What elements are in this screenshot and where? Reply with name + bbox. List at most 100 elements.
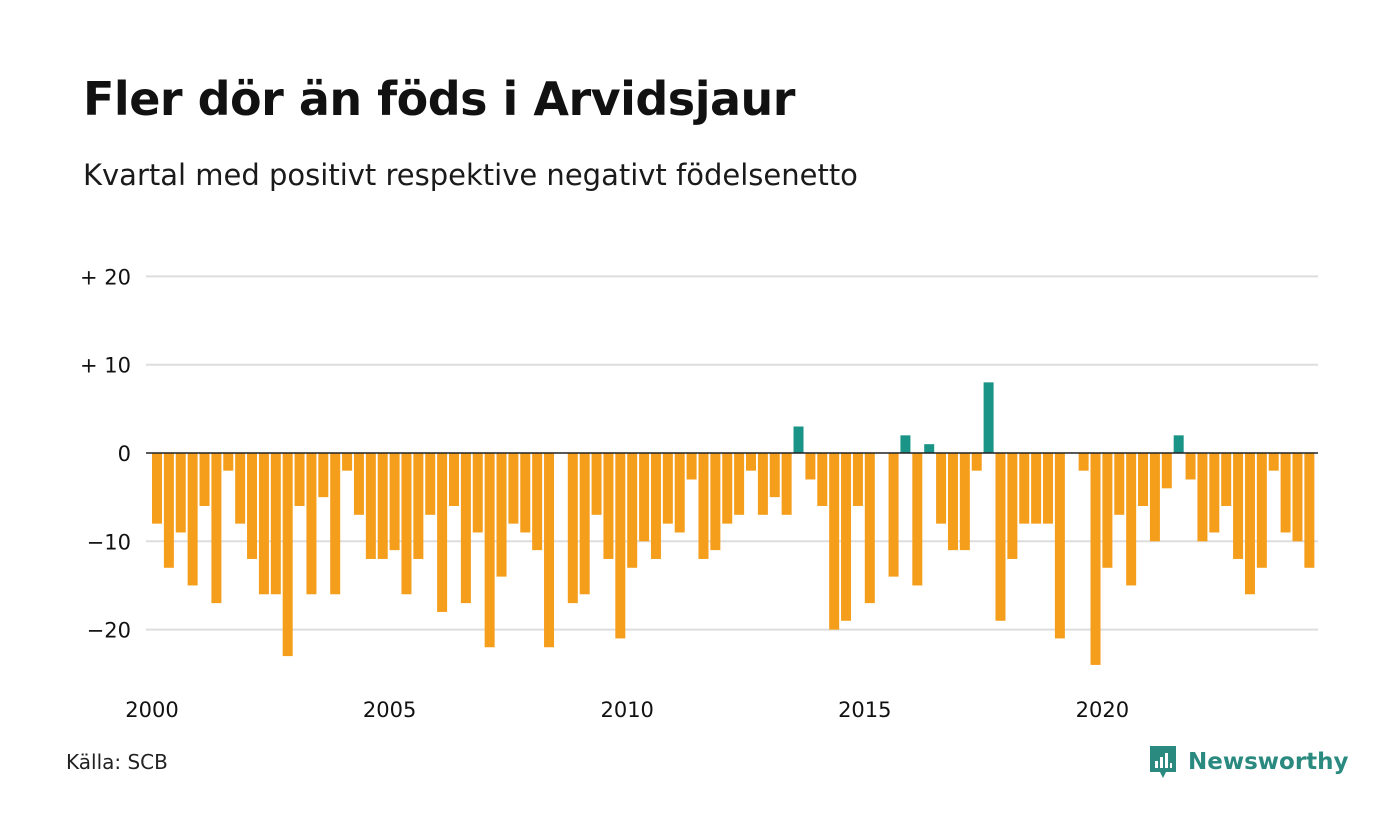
bar-2019-q3 — [1078, 453, 1089, 471]
bar-2005-q2 — [401, 453, 412, 595]
bar-2002-q4 — [282, 453, 293, 657]
axis-layer: + 20 + 10 0 −10 −20 2000 2005 2010 2015 2020 — [80, 265, 1318, 722]
bar-2009-q3 — [603, 453, 614, 559]
x-tick-label: 2020 — [1076, 698, 1129, 722]
x-tick-label: 2015 — [838, 698, 891, 722]
bar-2013-q4 — [805, 453, 816, 480]
bar-2010-q2 — [639, 453, 650, 542]
bar-2007-q3 — [508, 453, 519, 524]
bar-2014-q1 — [817, 453, 828, 506]
bar-2015-q1 — [864, 453, 875, 604]
bar-2002-q2 — [258, 453, 269, 595]
x-tick-label: 2005 — [363, 698, 416, 722]
bar-2006-q2 — [449, 453, 459, 506]
bar-2005-q4 — [425, 453, 436, 515]
bar-2012-q3 — [746, 453, 756, 471]
bar-2012-q4 — [757, 453, 768, 515]
bar-2014-q4 — [852, 453, 863, 506]
y-tick-label: + 10 — [80, 354, 131, 378]
x-tick-label: 2010 — [600, 698, 653, 722]
bar-2016-q1 — [912, 453, 923, 586]
bar-2006-q1 — [437, 453, 448, 612]
y-tick-label: −20 — [87, 619, 131, 643]
y-tick-label: 0 — [118, 442, 131, 466]
bar-2015-q3 — [888, 453, 899, 577]
bar-2010-q1 — [627, 453, 638, 568]
bar-2011-q2 — [686, 453, 697, 480]
bar-2019-q1 — [1054, 453, 1065, 639]
bar-2003-q1 — [294, 453, 305, 506]
bar-2007-q4 — [520, 453, 531, 533]
bar-2018-q3 — [1031, 453, 1042, 524]
bar-2016-q3 — [936, 453, 947, 524]
bar-2002-q1 — [247, 453, 258, 559]
bar-2024-q1 — [1292, 453, 1303, 542]
bar-2017-q4 — [995, 453, 1006, 621]
bar-2008-q1 — [532, 453, 543, 551]
bar-2017-q2 — [971, 453, 982, 471]
grid-layer — [146, 275, 1318, 631]
bar-2000-q1 — [152, 453, 162, 524]
source-note: Källa: SCB — [66, 750, 168, 774]
y-tick-label: + 20 — [80, 265, 131, 289]
bar-2012-q2 — [734, 453, 745, 515]
bar-2008-q4 — [567, 453, 578, 604]
bar-2000-q4 — [187, 453, 198, 586]
bar-2015-q4 — [900, 435, 911, 453]
bar-2020-q4 — [1138, 453, 1149, 506]
bar-2006-q4 — [472, 453, 483, 533]
bar-2004-q3 — [365, 453, 376, 559]
bar-2018-q1 — [1007, 453, 1018, 559]
bar-2013-q3 — [793, 426, 804, 453]
bar-2001-q3 — [223, 453, 234, 471]
bar-2011-q1 — [674, 453, 685, 533]
bar-2018-q2 — [1019, 453, 1030, 524]
bar-2013-q2 — [781, 453, 792, 515]
bar-2023-q4 — [1280, 453, 1291, 533]
bar-2004-q4 — [377, 453, 388, 559]
newsworthy-logo-icon — [1150, 746, 1176, 778]
bar-2002-q3 — [270, 453, 281, 595]
bar-2023-q1 — [1244, 453, 1255, 595]
brand-logo: Newsworthy — [1148, 744, 1349, 780]
chart-subtitle: Kvartal med positivt respektive negativt… — [83, 158, 858, 192]
y-tick-label: −10 — [87, 530, 131, 554]
bar-2009-q1 — [579, 453, 590, 595]
bar-2017-q1 — [959, 453, 970, 551]
bar-2016-q2 — [924, 444, 935, 453]
bar-2023-q2 — [1256, 453, 1267, 568]
bar-2007-q1 — [484, 453, 495, 648]
bar-2005-q1 — [389, 453, 400, 551]
bar-2001-q4 — [235, 453, 246, 524]
bar-2011-q3 — [698, 453, 709, 559]
bar-2021-q2 — [1161, 453, 1172, 489]
bar-2013-q1 — [769, 453, 780, 498]
bar-2014-q3 — [841, 453, 852, 621]
bar-2017-q3 — [983, 382, 994, 453]
bar-2001-q2 — [211, 453, 222, 604]
bar-2003-q3 — [318, 453, 329, 498]
bar-2008-q2 — [544, 453, 555, 648]
bar-2007-q2 — [496, 453, 507, 577]
bar-2010-q3 — [650, 453, 661, 559]
bar-2009-q4 — [615, 453, 626, 639]
bar-2022-q2 — [1209, 453, 1220, 533]
bar-2018-q4 — [1043, 453, 1053, 524]
bar-2006-q3 — [460, 453, 471, 604]
bar-2001-q1 — [199, 453, 210, 506]
x-tick-label: 2000 — [125, 698, 178, 722]
bar-2022-q4 — [1233, 453, 1244, 559]
bar-2009-q2 — [591, 453, 602, 515]
bar-layer — [152, 382, 1315, 665]
bar-2004-q1 — [342, 453, 353, 471]
bar-2023-q3 — [1268, 453, 1279, 471]
bar-2022-q3 — [1221, 453, 1232, 506]
bar-2010-q4 — [662, 453, 673, 524]
bar-2022-q1 — [1197, 453, 1208, 542]
bar-2021-q4 — [1185, 453, 1196, 480]
bar-2000-q3 — [175, 453, 186, 533]
bar-2004-q2 — [353, 453, 364, 515]
bar-2020-q1 — [1102, 453, 1113, 568]
bar-2000-q2 — [163, 453, 174, 568]
